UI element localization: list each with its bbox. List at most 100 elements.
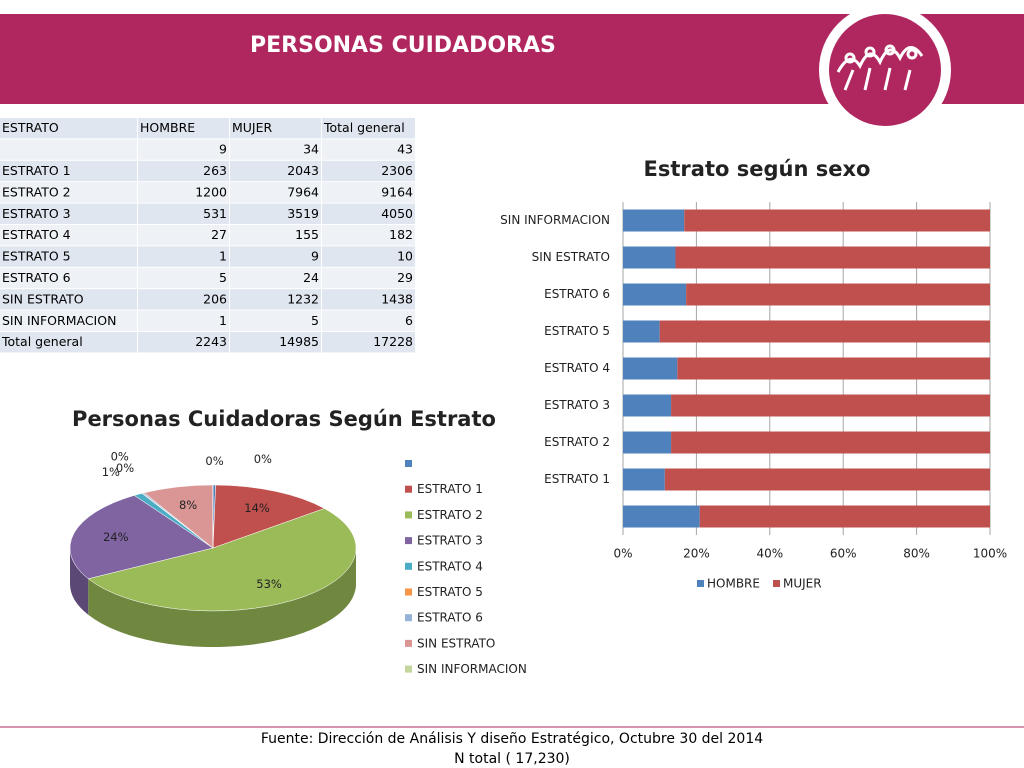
table-cell [230, 182, 321, 203]
table-value: 2306 [381, 163, 413, 178]
y-tick-label: ESTRATO 3 [544, 398, 610, 412]
table-cell [0, 332, 137, 353]
bar-segment [684, 209, 990, 232]
table-cell [138, 246, 229, 267]
legend-swatch [405, 665, 412, 673]
table-cell [230, 310, 321, 331]
table-value: 7964 [287, 184, 319, 199]
legend-label: ESTRATO 4 [417, 559, 483, 573]
data-label: 0% [254, 452, 272, 466]
pie-slice [212, 484, 325, 549]
table-value: 43 [397, 142, 413, 157]
legend-swatch [405, 485, 412, 493]
bar-segment [699, 505, 990, 528]
x-tick-label: 60% [830, 547, 857, 561]
data-label: 14% [244, 501, 270, 515]
legend-label: SIN ESTRATO [417, 636, 495, 650]
table-cell [230, 332, 321, 353]
y-tick-label: ESTRATO 2 [544, 435, 610, 449]
table-cell [230, 139, 321, 160]
table-cell [0, 289, 137, 310]
table-value: 1 [219, 249, 227, 264]
table-value: 4050 [381, 206, 413, 221]
table-cell [230, 267, 321, 289]
table-header: HOMBRE [140, 120, 195, 135]
table-cell [138, 332, 229, 353]
table-value: ESTRATO 2 [2, 184, 71, 199]
x-tick-label: 20% [683, 547, 710, 561]
footer-source: Fuente: Dirección de Análisis Y diseño E… [261, 731, 763, 747]
table-cell [322, 267, 415, 289]
bar-segment [677, 357, 990, 380]
y-tick-label: ESTRATO 1 [544, 472, 610, 486]
legend-label: ESTRATO 6 [417, 611, 483, 625]
legend-swatch [405, 460, 412, 467]
data-label: 53% [256, 577, 282, 591]
x-tick-label: 0% [613, 547, 632, 561]
bar-segment [623, 320, 660, 343]
table-value: 263 [203, 163, 227, 178]
bar-segment [623, 394, 672, 417]
table-cell [322, 182, 415, 203]
table-value: 1232 [287, 291, 319, 306]
table-value: SIN ESTRATO [2, 291, 84, 306]
table-cell [0, 246, 137, 267]
table-cell [230, 203, 321, 224]
table-value: 9164 [381, 184, 413, 199]
table-value: 2243 [195, 334, 227, 349]
legend-swatch [405, 511, 412, 519]
bar-segment [623, 283, 687, 306]
table-value: Total general [1, 334, 83, 349]
table-cell [0, 203, 137, 224]
x-tick-label: 80% [903, 547, 930, 561]
data-label: 0% [205, 454, 223, 468]
bar-segment [623, 357, 678, 380]
table-value: 531 [203, 206, 227, 221]
bar-segment [671, 431, 990, 454]
table-cell [322, 289, 415, 310]
x-tick-label: 40% [756, 547, 783, 561]
x-tick-label: 100% [973, 547, 1007, 561]
table-value: 17228 [373, 334, 413, 349]
table-value: 206 [203, 291, 227, 306]
table-value: 155 [295, 227, 319, 242]
table-cell [322, 160, 415, 182]
legend-swatch [405, 537, 412, 545]
table-cell [0, 225, 137, 246]
table-value: SIN INFORMACION [2, 313, 116, 328]
data-table: ESTRATO HOMBRE MUJER Total general 9 34 43 ESTR… [0, 118, 415, 353]
table-value: 27 [211, 227, 227, 242]
legend-swatch [405, 562, 412, 570]
table-cell [0, 182, 137, 203]
table-cell [0, 118, 137, 139]
legend-label: ESTRATO 5 [417, 585, 483, 599]
pie-side [88, 548, 357, 647]
pie-chart: Personas Cuidadoras Según Estrato 0% 14% 53… [69, 407, 527, 676]
logo [829, 14, 941, 126]
table-cell [322, 225, 415, 246]
legend-swatch [405, 614, 412, 622]
table-cell [230, 160, 321, 182]
table-value: ESTRATO 4 [2, 227, 71, 242]
table-value: 2043 [287, 163, 319, 178]
table-value: 9 [219, 142, 227, 157]
table-value: 24 [303, 270, 319, 285]
data-label: 24% [103, 530, 129, 544]
legend-swatch [405, 588, 412, 596]
table-cell [138, 289, 229, 310]
bar-segment [623, 505, 700, 528]
bar-segment [664, 468, 990, 491]
table-value: 5 [311, 313, 319, 328]
table-cell [138, 267, 229, 289]
table-value: 34 [303, 142, 319, 157]
table-cell [322, 310, 415, 331]
table-cell [322, 203, 415, 224]
table-header: ESTRATO [2, 120, 59, 135]
table-cell [230, 246, 321, 267]
table-value: 1438 [381, 291, 413, 306]
bar-segment [623, 431, 672, 454]
table-cell [138, 203, 229, 224]
table-value: 3519 [287, 206, 319, 221]
table-cell [0, 310, 137, 331]
